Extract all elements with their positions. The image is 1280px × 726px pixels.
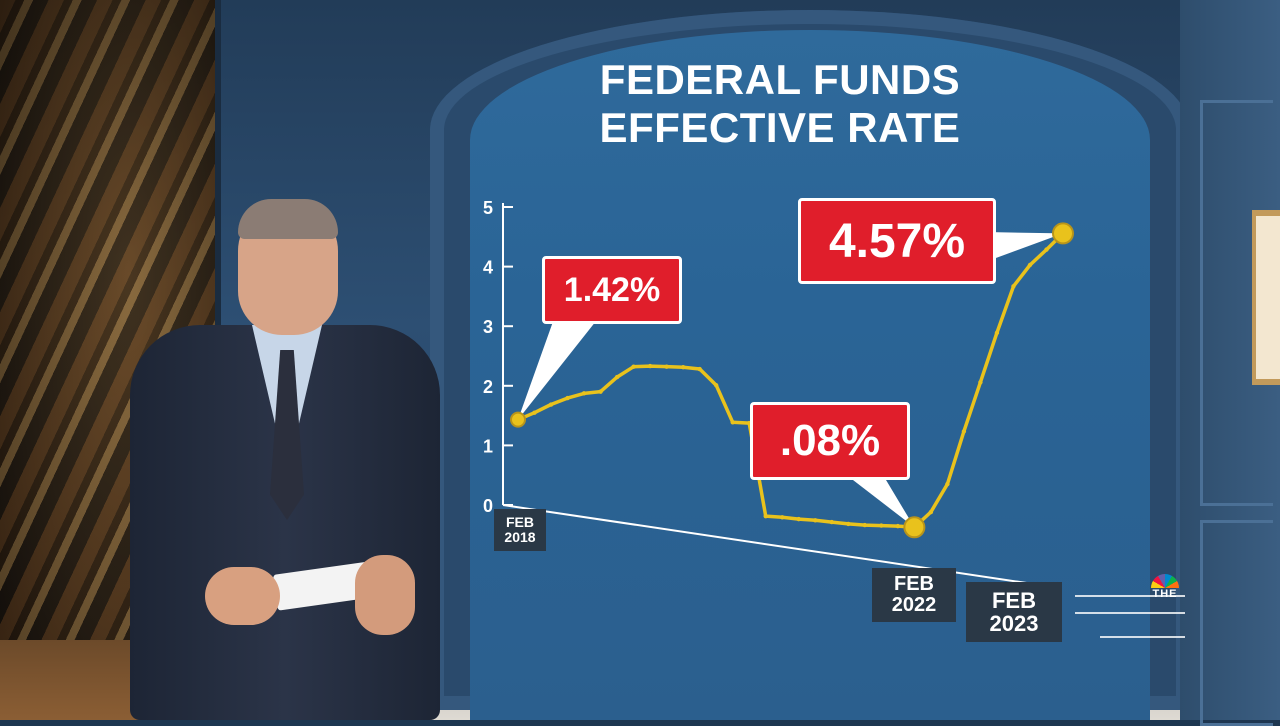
rate-series-line [516, 231, 1065, 530]
y-tick-label: 0 [483, 496, 493, 516]
rate-data-point [697, 366, 702, 372]
rate-data-point [961, 429, 967, 434]
x-label-feb-2022-month: FEB [894, 573, 934, 595]
rate-data-point [796, 516, 801, 522]
rate-data-point [730, 420, 735, 425]
rate-data-point [713, 383, 719, 388]
y-tick-label: 2 [483, 377, 493, 397]
x-label-feb-2018: FEB 2018 [494, 509, 546, 551]
x-label-feb-2018-year: 2018 [504, 529, 536, 545]
peacock-icon [1151, 574, 1179, 588]
y-tick-label: 5 [483, 198, 493, 218]
anchor-left-hand [205, 567, 280, 625]
rate-data-point [1011, 284, 1016, 289]
news-anchor [120, 195, 450, 720]
logo-line-middle [1075, 612, 1185, 614]
rate-data-point [664, 364, 669, 369]
callout-pointers [518, 232, 1063, 528]
rate-data-point [895, 523, 901, 529]
anchor-hair [238, 199, 338, 239]
rate-data-point [614, 374, 620, 380]
highlight-markers [510, 222, 1074, 539]
rate-data-point [548, 402, 554, 407]
rate-data-point [581, 391, 587, 396]
rate-data-point [532, 410, 537, 415]
rate-data-point [680, 365, 686, 370]
highlight-marker [903, 516, 926, 539]
y-tick-label: 3 [483, 317, 493, 337]
highlight-marker [510, 411, 526, 428]
x-label-feb-2022: FEB 2022 [872, 568, 956, 622]
rate-data-point [945, 481, 950, 487]
callout-pointer [840, 470, 915, 528]
rate-data-point [879, 523, 884, 528]
callout-low-rate: .08% [750, 402, 910, 480]
rate-data-point [994, 330, 1000, 336]
callout-pointer [985, 232, 1063, 262]
logo-line-bottom [1100, 636, 1185, 638]
rate-data-point [780, 515, 785, 520]
x-label-feb-2018-month: FEB [506, 514, 534, 530]
callout-start-rate: 1.42% [542, 256, 682, 324]
highlight-marker [1052, 222, 1074, 245]
x-label-feb-2023-month: FEB [991, 588, 1036, 613]
x-label-feb-2022-year: 2022 [891, 594, 937, 616]
chart-title-line-1: FEDERAL FUNDS [599, 56, 961, 103]
anchor-right-hand [355, 555, 415, 635]
rate-data-point [813, 518, 818, 523]
wall-sign [1252, 210, 1280, 385]
chart-title: FEDERAL FUNDS EFFECTIVE RATE [520, 56, 1040, 152]
rate-data-point [598, 389, 603, 394]
logo-line-top [1075, 595, 1185, 597]
rate-data-point [846, 521, 851, 527]
rate-data-point [763, 513, 768, 519]
wall-panel-upper [1200, 100, 1273, 506]
network-logo-text: THE [1152, 588, 1178, 600]
rate-data-point [647, 363, 653, 369]
chart-title-line-2: EFFECTIVE RATE [599, 104, 961, 151]
rate-data-point [1027, 262, 1033, 268]
rate-data-point [1044, 247, 1049, 252]
x-label-feb-2023: FEB 2023 [966, 582, 1062, 642]
x-label-feb-2023-year: 2023 [989, 611, 1039, 636]
rate-data-point [928, 509, 934, 515]
rate-data-point [631, 364, 636, 369]
callout-pointer [518, 316, 600, 420]
rate-data-point [862, 522, 868, 528]
callout-current-rate: 4.57% [798, 198, 996, 284]
y-tick-label: 1 [483, 436, 493, 456]
rate-data-point [829, 519, 834, 525]
network-logo: THE [1145, 574, 1185, 608]
y-tick-label: 4 [483, 258, 493, 278]
rate-data-point [978, 380, 983, 385]
rate-data-point [565, 395, 570, 401]
